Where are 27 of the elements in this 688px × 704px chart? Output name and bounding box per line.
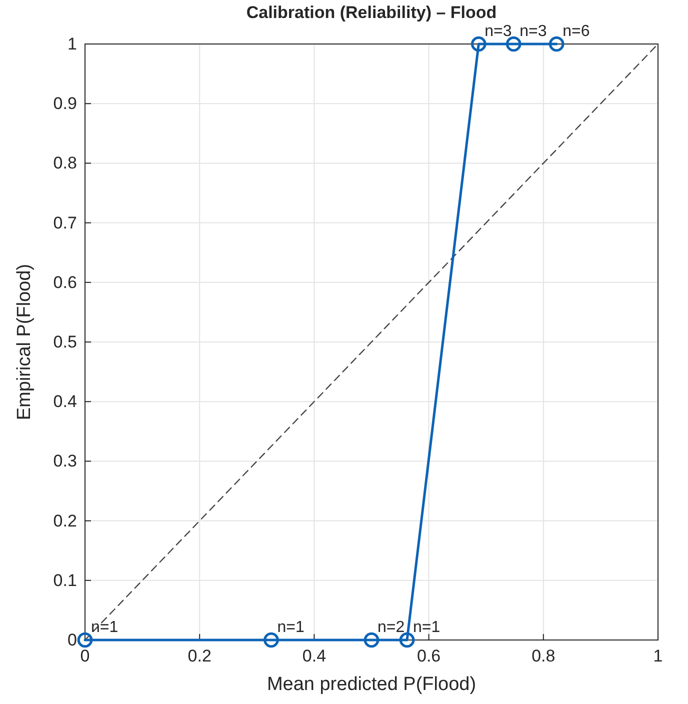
annotation: n=2 bbox=[378, 619, 405, 636]
y-tick-label: 0.8 bbox=[53, 154, 77, 173]
x-axis-title: Mean predicted P(Flood) bbox=[266, 674, 476, 695]
y-tick-label: 0.5 bbox=[53, 332, 77, 352]
y-tick-label: 0.3 bbox=[53, 452, 77, 471]
x-tick-label: 1 bbox=[653, 646, 663, 666]
x-tick-label: 0.2 bbox=[188, 646, 212, 666]
x-tick-label: 0.6 bbox=[416, 646, 441, 666]
y-tick-label: 0.4 bbox=[53, 392, 77, 412]
y-tick-label: 0.9 bbox=[53, 94, 77, 114]
annotation: n=1 bbox=[413, 619, 440, 636]
y-tick-label: 0.6 bbox=[53, 272, 77, 292]
annotation: n=1 bbox=[91, 619, 118, 636]
y-tick-label: 1 bbox=[67, 34, 77, 54]
annotation: n=3 bbox=[520, 23, 547, 40]
annotation: n=3 bbox=[484, 23, 512, 40]
chart-title: Calibration (Reliability) – Flood bbox=[246, 3, 497, 22]
x-tick-label: 0.4 bbox=[302, 646, 326, 666]
y-axis-title: Empirical P(Flood) bbox=[14, 264, 35, 420]
y-tick-label: 0 bbox=[67, 630, 77, 650]
x-tick-label: 0.8 bbox=[532, 646, 556, 666]
annotation: n=6 bbox=[562, 23, 590, 40]
y-tick-label: 0.7 bbox=[53, 213, 77, 232]
annotation: n=1 bbox=[277, 619, 304, 636]
y-tick-label: 0.1 bbox=[53, 570, 77, 590]
x-tick-label: 0 bbox=[80, 646, 90, 666]
y-tick-label: 0.2 bbox=[53, 511, 77, 530]
